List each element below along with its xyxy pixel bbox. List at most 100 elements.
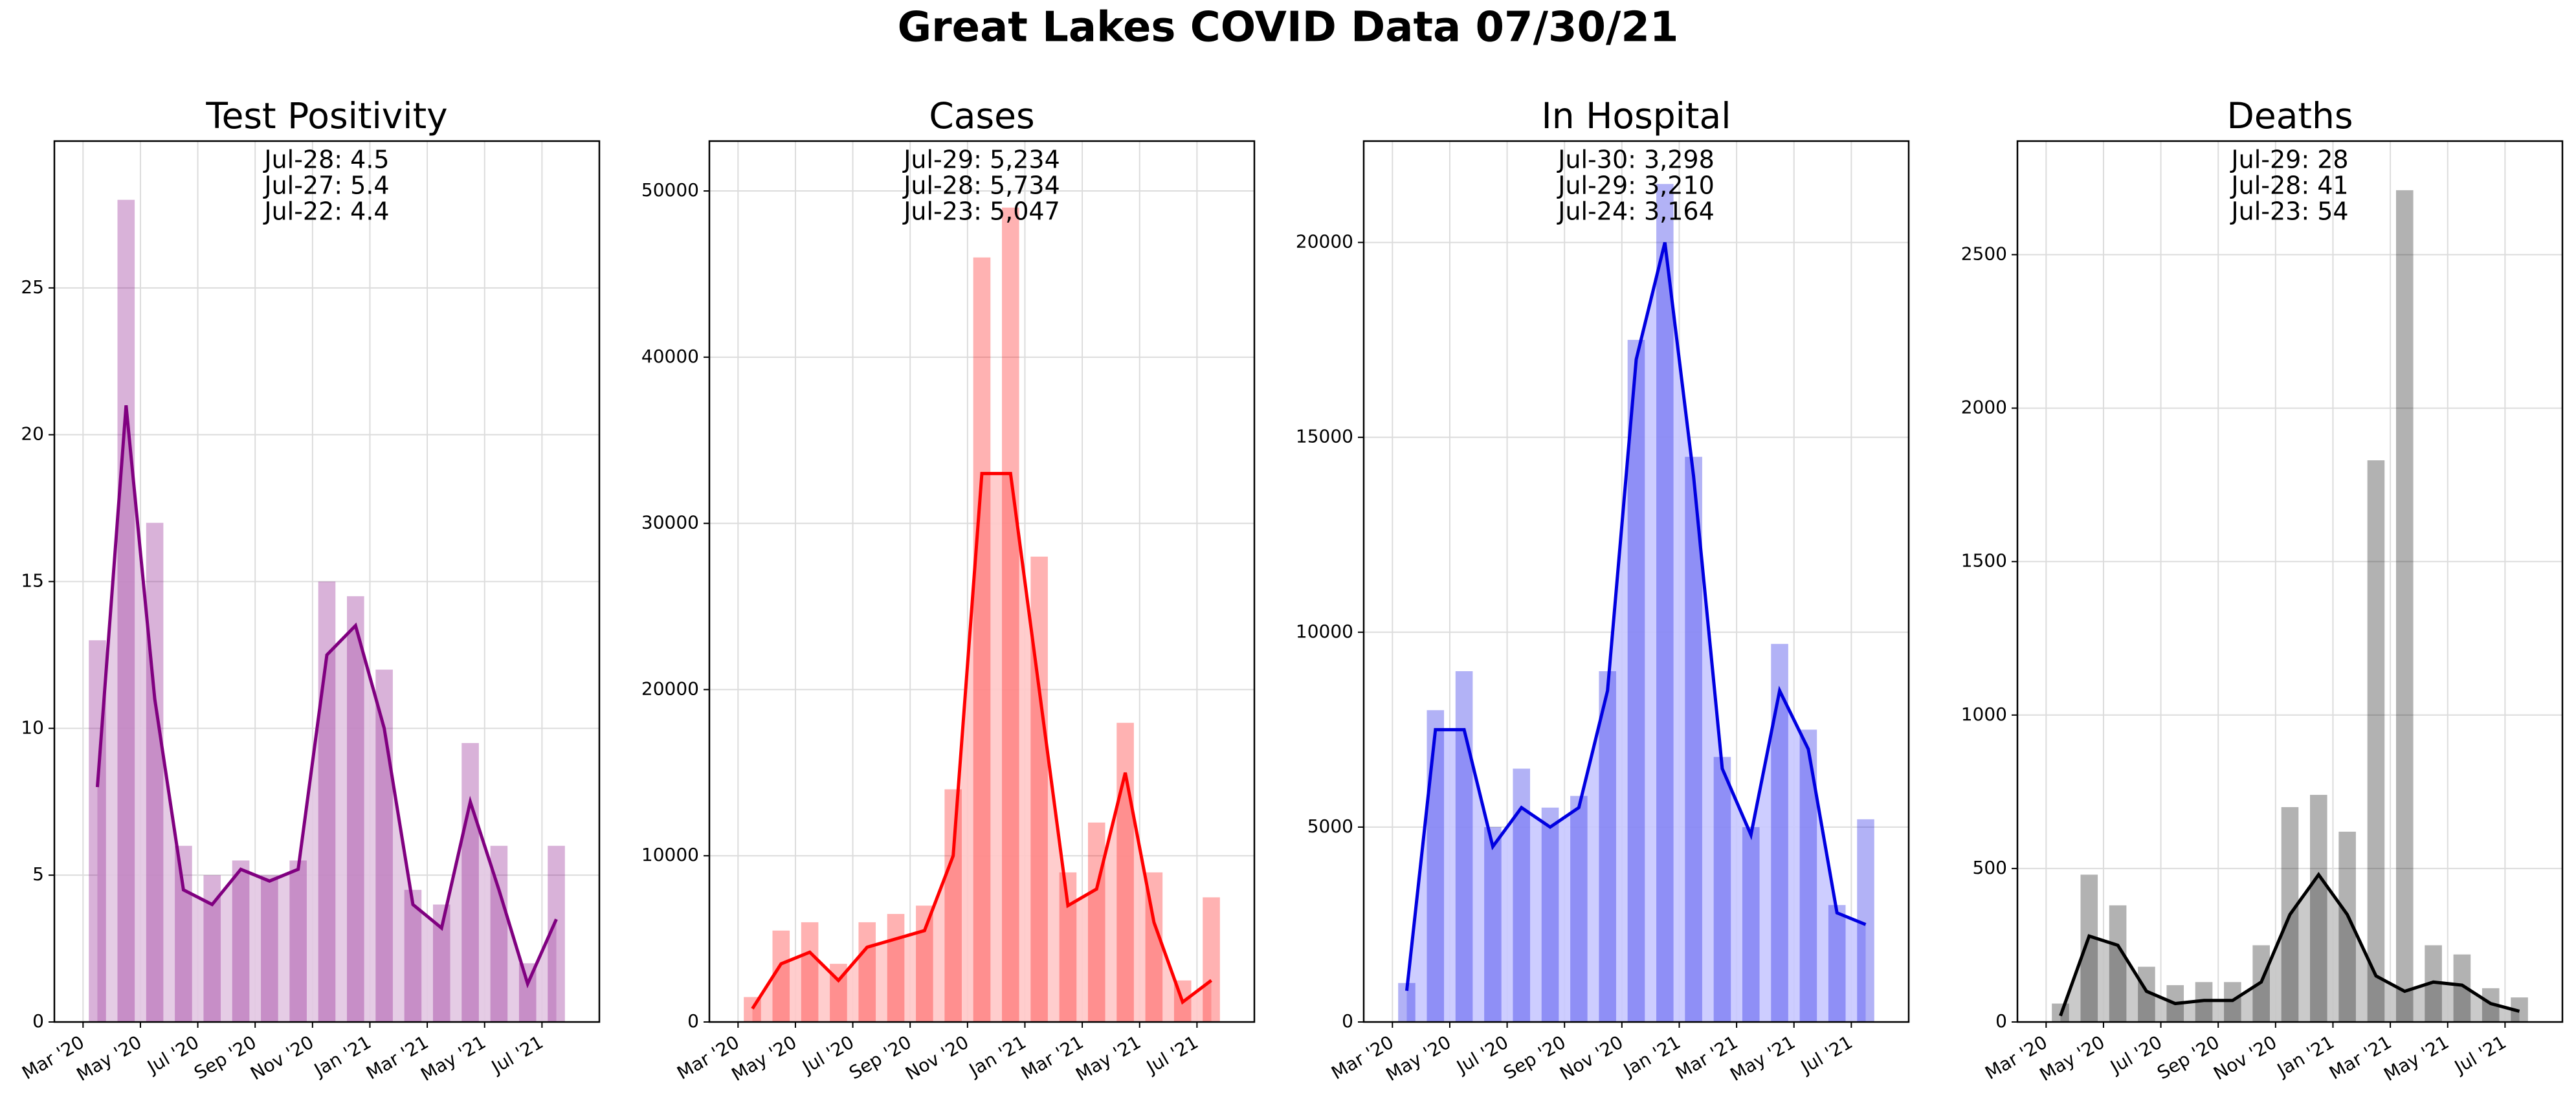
- y-tick-label: 10000: [641, 844, 699, 865]
- annotation: Jul-28: 5,734: [902, 172, 1060, 200]
- y-tick-label: 10: [21, 716, 44, 738]
- bar: [1203, 897, 1220, 1022]
- bar: [1570, 795, 1588, 1022]
- y-tick-label: 5000: [1307, 816, 1353, 837]
- bar: [1455, 671, 1473, 1022]
- area: [1406, 242, 1866, 1023]
- x-tick-label: May '20: [2036, 1031, 2109, 1085]
- average-line: [751, 472, 1213, 1010]
- annotation: Jul-28: 4.5: [263, 146, 389, 174]
- x-tick-label: May '21: [417, 1031, 489, 1085]
- subplot-title: Deaths: [2227, 95, 2353, 137]
- y-tick-label: 40000: [641, 346, 699, 367]
- bar: [117, 199, 135, 1022]
- bar: [887, 914, 905, 1022]
- y-tick-label: 0: [1995, 1010, 2007, 1032]
- bar: [1656, 184, 1674, 1022]
- bar: [1484, 827, 1502, 1022]
- bar: [289, 860, 307, 1022]
- figure-title: Great Lakes COVID Data 07/30/21: [898, 4, 1679, 52]
- annotation: Jul-23: 5,047: [902, 197, 1060, 226]
- x-tick-label: Jan '21: [2272, 1031, 2338, 1081]
- x-tick-label: May '21: [1726, 1031, 1799, 1085]
- annotation: Jul-28: 41: [2230, 172, 2348, 200]
- x-tick-label: Jul '21: [1142, 1031, 1202, 1078]
- x-tick-label: May '21: [1072, 1031, 1144, 1085]
- bar: [2395, 190, 2414, 1023]
- annotation: Jul-27: 5.4: [263, 172, 389, 200]
- x-tick-label: Jul '21: [487, 1031, 547, 1078]
- x-tick-label: Sep '20: [2153, 1031, 2223, 1083]
- area: [2060, 874, 2520, 1022]
- y-tick-label: 15: [21, 570, 44, 592]
- bar: [1599, 671, 1616, 1022]
- y-tick-label: 0: [32, 1010, 44, 1032]
- y-tick-label: 2000: [1961, 397, 2007, 418]
- y-tick-label: 500: [1973, 857, 2007, 878]
- x-tick-label: Jan '21: [1619, 1031, 1684, 1081]
- annotation: Jul-29: 28: [2230, 146, 2348, 174]
- y-tick-label: 20000: [641, 678, 699, 699]
- y-tick-label: 30000: [641, 512, 699, 533]
- plot-frame: [708, 140, 1256, 1023]
- x-tick-label: Jan '21: [964, 1031, 1030, 1081]
- plot-frame: [1362, 140, 1910, 1023]
- annotation: Jul-24: 3,164: [1557, 197, 1715, 226]
- y-tick-label: 2500: [1961, 243, 2007, 264]
- bar: [1002, 207, 1019, 1022]
- y-tick-label: 0: [1342, 1010, 1353, 1032]
- y-tick-label: 50000: [641, 179, 699, 201]
- x-tick-label: Jul '21: [1796, 1031, 1856, 1078]
- x-tick-label: Nov '20: [1556, 1031, 1627, 1084]
- y-tick-label: 15000: [1296, 426, 1353, 447]
- bar: [916, 905, 933, 1022]
- bar: [801, 922, 819, 1022]
- area: [752, 473, 1212, 1022]
- average-line: [1405, 241, 1867, 992]
- bar: [146, 522, 164, 1022]
- x-tick-label: Nov '20: [2210, 1031, 2280, 1084]
- annotation: Jul-22: 4.4: [263, 197, 389, 226]
- bar: [261, 875, 278, 1022]
- subplot-title: Test Positivity: [205, 95, 447, 137]
- annotation: Jul-29: 3,210: [1557, 172, 1715, 200]
- x-tick-label: May '20: [1382, 1031, 1455, 1085]
- x-tick-label: May '20: [73, 1031, 146, 1085]
- y-tick-label: 20: [21, 423, 44, 445]
- area: [97, 405, 557, 1022]
- y-tick-label: 1000: [1961, 704, 2007, 725]
- bar: [2109, 905, 2127, 1022]
- bar: [1828, 905, 1846, 1022]
- subplot-title: Cases: [929, 95, 1034, 137]
- bar: [1116, 722, 1134, 1022]
- annotation: Jul-29: 5,234: [902, 146, 1060, 174]
- x-tick-label: May '21: [2380, 1031, 2452, 1085]
- annotation: Jul-23: 54: [2230, 197, 2348, 226]
- bar: [1771, 643, 1788, 1022]
- bar: [944, 789, 962, 1022]
- bar: [1799, 729, 1817, 1022]
- bar: [1541, 807, 1559, 1022]
- x-tick-label: Sep '20: [190, 1031, 260, 1083]
- bar: [1087, 822, 1105, 1022]
- average-line: [95, 405, 558, 989]
- y-tick-label: 20000: [1296, 231, 1353, 252]
- bar: [1713, 757, 1731, 1022]
- x-tick-label: Nov '20: [902, 1031, 972, 1084]
- y-tick-label: 5: [32, 863, 44, 885]
- bar: [1427, 710, 1445, 1022]
- y-tick-label: 0: [687, 1010, 699, 1032]
- bar: [1030, 556, 1048, 1022]
- y-tick-label: 25: [21, 276, 44, 298]
- x-tick-label: Jul '21: [2450, 1031, 2510, 1078]
- bar: [404, 889, 422, 1022]
- x-tick-label: Sep '20: [845, 1031, 915, 1083]
- plot-frame: [2016, 140, 2564, 1023]
- bar: [1742, 827, 1760, 1022]
- bar: [347, 596, 364, 1022]
- y-tick-label: 10000: [1296, 621, 1353, 642]
- x-tick-label: Jan '21: [309, 1031, 375, 1081]
- bar: [232, 860, 250, 1022]
- bar: [461, 743, 479, 1022]
